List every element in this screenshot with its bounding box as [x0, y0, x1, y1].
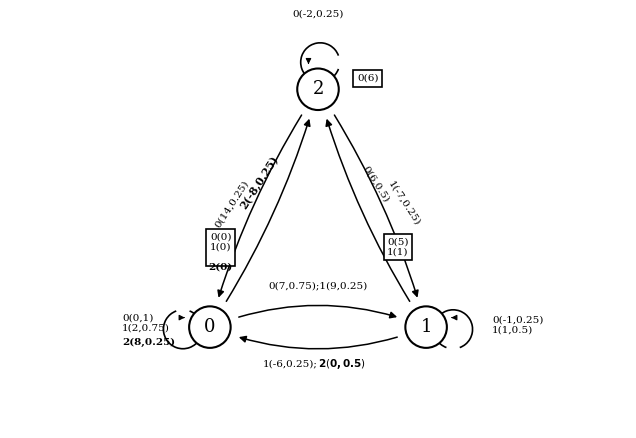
Text: 1(-7,0.25): 1(-7,0.25): [387, 180, 422, 228]
Circle shape: [297, 68, 339, 110]
Circle shape: [405, 306, 447, 348]
Text: 0(-1,0.25)
1(1,0.5): 0(-1,0.25) 1(1,0.5): [492, 315, 544, 335]
Text: 0(6): 0(6): [357, 74, 378, 83]
Text: 0(14,0.25): 0(14,0.25): [213, 179, 250, 229]
Text: 0: 0: [204, 318, 216, 336]
Text: 2(8,0.25): 2(8,0.25): [122, 338, 176, 347]
Text: 0(5)
1(1): 0(5) 1(1): [387, 237, 409, 257]
Text: 0(0,1)
1(2,0.75): 0(0,1) 1(2,0.75): [122, 313, 170, 332]
Text: 0(0)
1(0): 0(0) 1(0): [210, 232, 232, 262]
Text: 0(-2,0.25): 0(-2,0.25): [293, 10, 343, 19]
Text: 2(0): 2(0): [209, 262, 233, 271]
Text: 0(6,0.5): 0(6,0.5): [361, 165, 391, 204]
Text: 2(-8,0.25): 2(-8,0.25): [238, 154, 281, 211]
Text: 0(7,0.75);1(9,0.25): 0(7,0.75);1(9,0.25): [268, 281, 368, 290]
Text: $\mathbf{2\left(0,0.5\right)}$: $\mathbf{2\left(0,0.5\right)}$: [317, 357, 366, 371]
Circle shape: [189, 306, 231, 348]
Text: 1: 1: [420, 318, 432, 336]
Text: 1(-6,0.25);: 1(-6,0.25);: [263, 359, 317, 368]
Text: 2: 2: [312, 80, 324, 98]
